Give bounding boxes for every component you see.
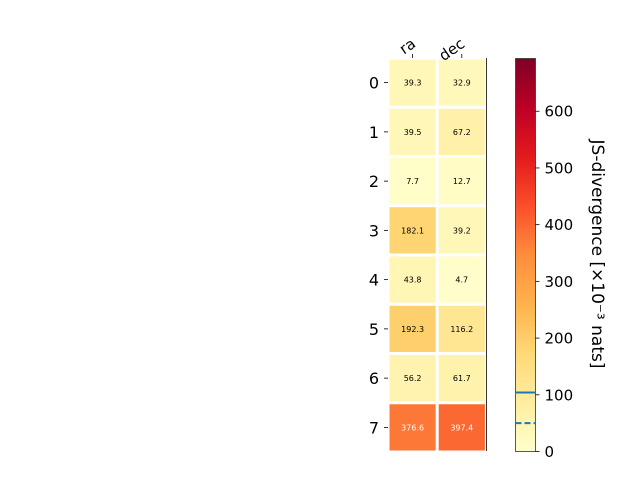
colorbar-tick-label: 600: [545, 103, 574, 121]
heatmap-cell: [438, 158, 485, 205]
heatmap-cell: [389, 207, 436, 254]
heatmap-cell: [389, 305, 436, 352]
heatmap-cell: [438, 355, 485, 402]
cell-value-label: 376.6: [401, 423, 424, 432]
heatmap-cell: [438, 305, 485, 352]
heatmap-cell: [438, 207, 485, 254]
heatmap-cell: [389, 158, 436, 205]
heatmap-cells: 39.3 32.9 39.5 67.2 7.7 12.7 182.1 39.2 43.8 4.7 1…: [389, 59, 485, 451]
colorbar-tick-label: 200: [545, 330, 574, 348]
cell-value-label: 39.2: [453, 226, 471, 235]
cell-value-label: 182.1: [401, 226, 424, 235]
heatmap-cell: [389, 108, 436, 155]
row-label: 7: [369, 418, 379, 437]
cell-value-label: 39.3: [404, 79, 422, 88]
row-labels: 0 1 2 3 4 5 6 7: [369, 74, 388, 437]
cell-value-label: 116.2: [450, 325, 473, 334]
cell-value-label: 4.7: [455, 276, 468, 285]
colorbar-tick-label: 400: [545, 216, 574, 234]
cell-value-label: 397.4: [450, 423, 473, 432]
cell-value-label: 12.7: [453, 177, 471, 186]
heatmap-cell: [389, 256, 436, 303]
cell-value-label: 67.2: [453, 128, 471, 137]
cell-value-label: 39.5: [404, 128, 422, 137]
row-label: 0: [369, 74, 379, 93]
cell-value-label: 7.7: [406, 177, 419, 186]
colorbar-ticks: 0 100 200 300 400 500 600: [535, 103, 574, 461]
cell-value-label: 32.9: [453, 79, 471, 88]
cell-value-label: 61.7: [453, 374, 471, 383]
colorbar-tick-label: 100: [545, 386, 574, 404]
row-label: 3: [369, 221, 379, 240]
heatmap-cell: [438, 404, 485, 451]
cell-value-label: 43.8: [404, 276, 422, 285]
colorbar-label: JS-divergence [×10⁻³ nats]: [587, 139, 607, 369]
row-label: 6: [369, 369, 379, 388]
cell-value-label: 192.3: [401, 325, 424, 334]
colorbar-tick-label: 300: [545, 273, 574, 291]
colorbar-reference-lines: [515, 391, 536, 425]
colorbar-tick-label: 500: [545, 159, 574, 177]
heatmap-cell: [438, 108, 485, 155]
heatmap-cell: [389, 404, 436, 451]
heatmap-cell: [438, 256, 485, 303]
row-label: 2: [369, 172, 379, 191]
colorbar: [515, 58, 536, 452]
heatmap-cell: [438, 59, 485, 106]
column-label: ra: [396, 35, 419, 59]
cell-value-label: 56.2: [404, 374, 422, 383]
heatmap-cell: [389, 355, 436, 402]
row-label: 1: [369, 123, 379, 142]
colorbar-tick-label: 0: [545, 443, 555, 461]
row-label: 4: [369, 271, 379, 290]
row-label: 5: [369, 320, 379, 339]
heatmap-cell: [389, 59, 436, 106]
